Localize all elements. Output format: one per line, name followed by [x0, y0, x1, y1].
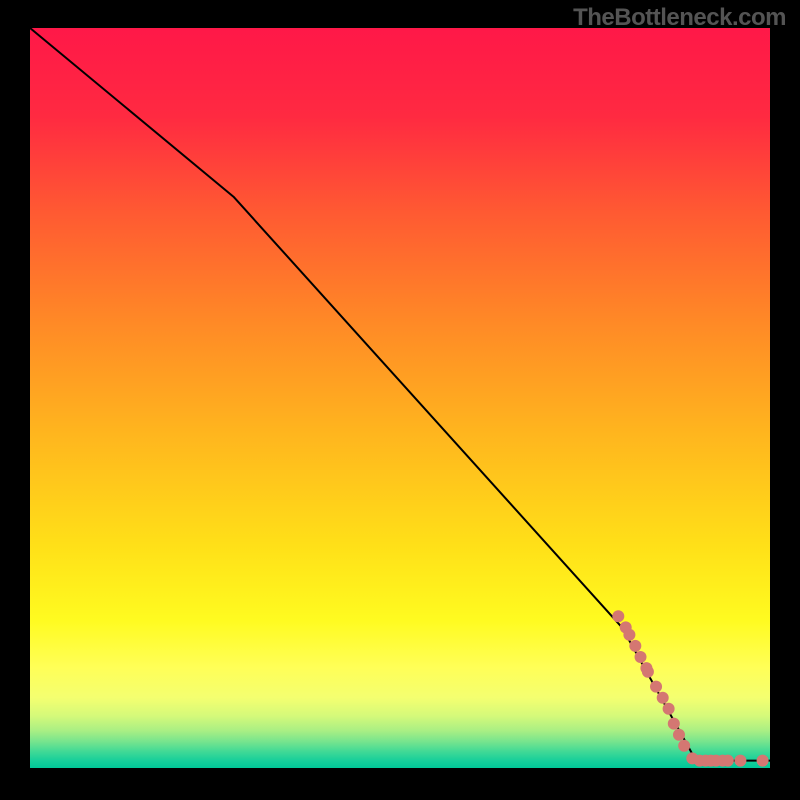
scatter-point: [734, 755, 746, 767]
scatter-point: [673, 729, 685, 741]
scatter-point: [629, 640, 641, 652]
chart-frame: TheBottleneck.com: [0, 0, 800, 800]
scatter-point: [663, 703, 675, 715]
scatter-point: [650, 681, 662, 693]
plot-svg: [30, 28, 770, 768]
scatter-point: [722, 755, 734, 767]
scatter-point: [668, 718, 680, 730]
scatter-point: [612, 610, 624, 622]
scatter-point: [678, 740, 690, 752]
scatter-point: [757, 755, 769, 767]
scatter-point: [623, 629, 635, 641]
scatter-point: [635, 651, 647, 663]
scatter-point: [642, 666, 654, 678]
scatter-point: [657, 692, 669, 704]
plot-area: [30, 28, 770, 768]
gradient-background: [30, 28, 770, 768]
